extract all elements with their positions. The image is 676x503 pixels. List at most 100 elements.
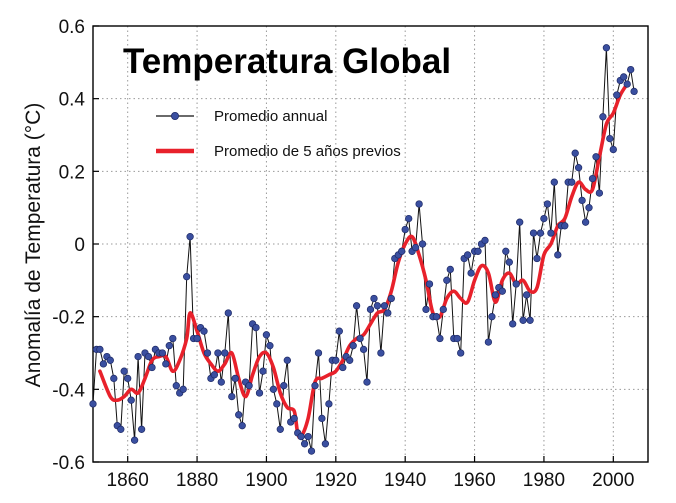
annual-point [401, 225, 409, 234]
annual-point [481, 236, 489, 245]
annual-point [630, 87, 638, 96]
annual-point [540, 214, 548, 223]
annual-point [415, 200, 423, 208]
annual-point [588, 174, 597, 183]
annual-point [134, 352, 142, 361]
annual-point [581, 218, 590, 226]
annual-point [335, 327, 343, 335]
y-tick-label: -0.2 [52, 308, 85, 329]
annual-point [561, 222, 569, 230]
annual-point [529, 229, 538, 237]
annual-point [432, 313, 441, 321]
x-tick-label: 1860 [107, 470, 149, 491]
annual-point [245, 382, 253, 390]
plot-frame [92, 25, 649, 463]
annual-point [255, 389, 264, 397]
annual-point [224, 309, 232, 317]
annual-point [463, 251, 472, 259]
annual-point [311, 382, 319, 390]
y-tick-label: 0.2 [59, 162, 85, 183]
x-tick-label: 1900 [245, 470, 287, 491]
annual-point [384, 309, 392, 317]
y-tick-label: 0.6 [59, 17, 85, 38]
legend-smoothed-label: Promedio de 5 años previos [214, 143, 401, 160]
annual-point [89, 400, 97, 408]
annual-point [137, 425, 146, 433]
x-tick-label: 1980 [523, 470, 565, 491]
legend-annual-label: Promedio annual [214, 108, 327, 125]
annual-point [377, 349, 385, 357]
annual-point [183, 273, 191, 281]
annual-point [110, 374, 118, 383]
chart-title: Temperatura Global [123, 42, 451, 81]
annual-point [210, 371, 219, 379]
annual-point [283, 356, 291, 364]
annual-point [127, 396, 135, 404]
annual-point [599, 113, 607, 121]
annual-point [509, 320, 517, 328]
annual-point [370, 294, 378, 303]
annual-point [533, 254, 541, 263]
annual-point [620, 73, 628, 81]
annual-point [148, 363, 156, 372]
annual-point [498, 287, 506, 295]
annual-point [349, 342, 357, 350]
x-tick-label: 1880 [176, 470, 218, 491]
annual-point [606, 134, 614, 143]
annual-point [179, 385, 187, 393]
annual-point [491, 291, 500, 299]
annual-line [92, 47, 635, 452]
annual-point [200, 327, 208, 335]
annual-point [578, 196, 586, 205]
annual-point [502, 247, 510, 255]
annual-point [398, 247, 406, 255]
annual-point [411, 243, 420, 252]
y-axis-title: Anomalía de Temperatura (°C) [22, 103, 45, 388]
annual-point [262, 331, 271, 339]
annual-point [571, 149, 579, 157]
annual-point [443, 276, 451, 284]
annual-point [252, 323, 260, 332]
annual-point [519, 316, 527, 324]
annual-point [602, 44, 611, 52]
annual-point [439, 305, 447, 314]
annual-point [273, 400, 281, 408]
annual-point [259, 367, 267, 375]
annual-point [117, 425, 125, 433]
annual-point [217, 378, 225, 386]
annual-point [158, 349, 167, 357]
annual-point [339, 363, 347, 372]
annual-point [120, 367, 128, 375]
annual-point [363, 378, 371, 386]
annual-point [346, 356, 354, 364]
annual-point [373, 302, 382, 310]
annual-point [446, 265, 454, 274]
annual-point [522, 291, 531, 299]
annual-point [574, 164, 583, 172]
annual-point [221, 349, 229, 357]
annual-point [505, 258, 513, 266]
annual-point [359, 345, 368, 354]
annual-point [231, 374, 239, 383]
annual-point [165, 342, 173, 350]
y-tick-label: 0.4 [59, 90, 86, 111]
annual-point [474, 247, 482, 255]
legend: Promedio annual Promedio de 5 años previ… [156, 108, 401, 160]
annual-point [203, 349, 212, 357]
annual-point [554, 251, 562, 259]
legend-annual-marker [170, 112, 179, 121]
annual-point [436, 334, 444, 343]
annual-point [290, 414, 298, 423]
annual-point [592, 153, 600, 161]
annual-point [547, 229, 555, 237]
annual-point [266, 342, 274, 350]
annual-point [304, 432, 312, 441]
x-tick-label: 1940 [384, 470, 426, 491]
annual-point [214, 349, 222, 357]
y-tick-label: 0 [74, 235, 85, 256]
annual-point [543, 200, 552, 208]
annual-point [162, 360, 170, 368]
annual-point [352, 302, 361, 310]
annual-point [526, 316, 534, 324]
